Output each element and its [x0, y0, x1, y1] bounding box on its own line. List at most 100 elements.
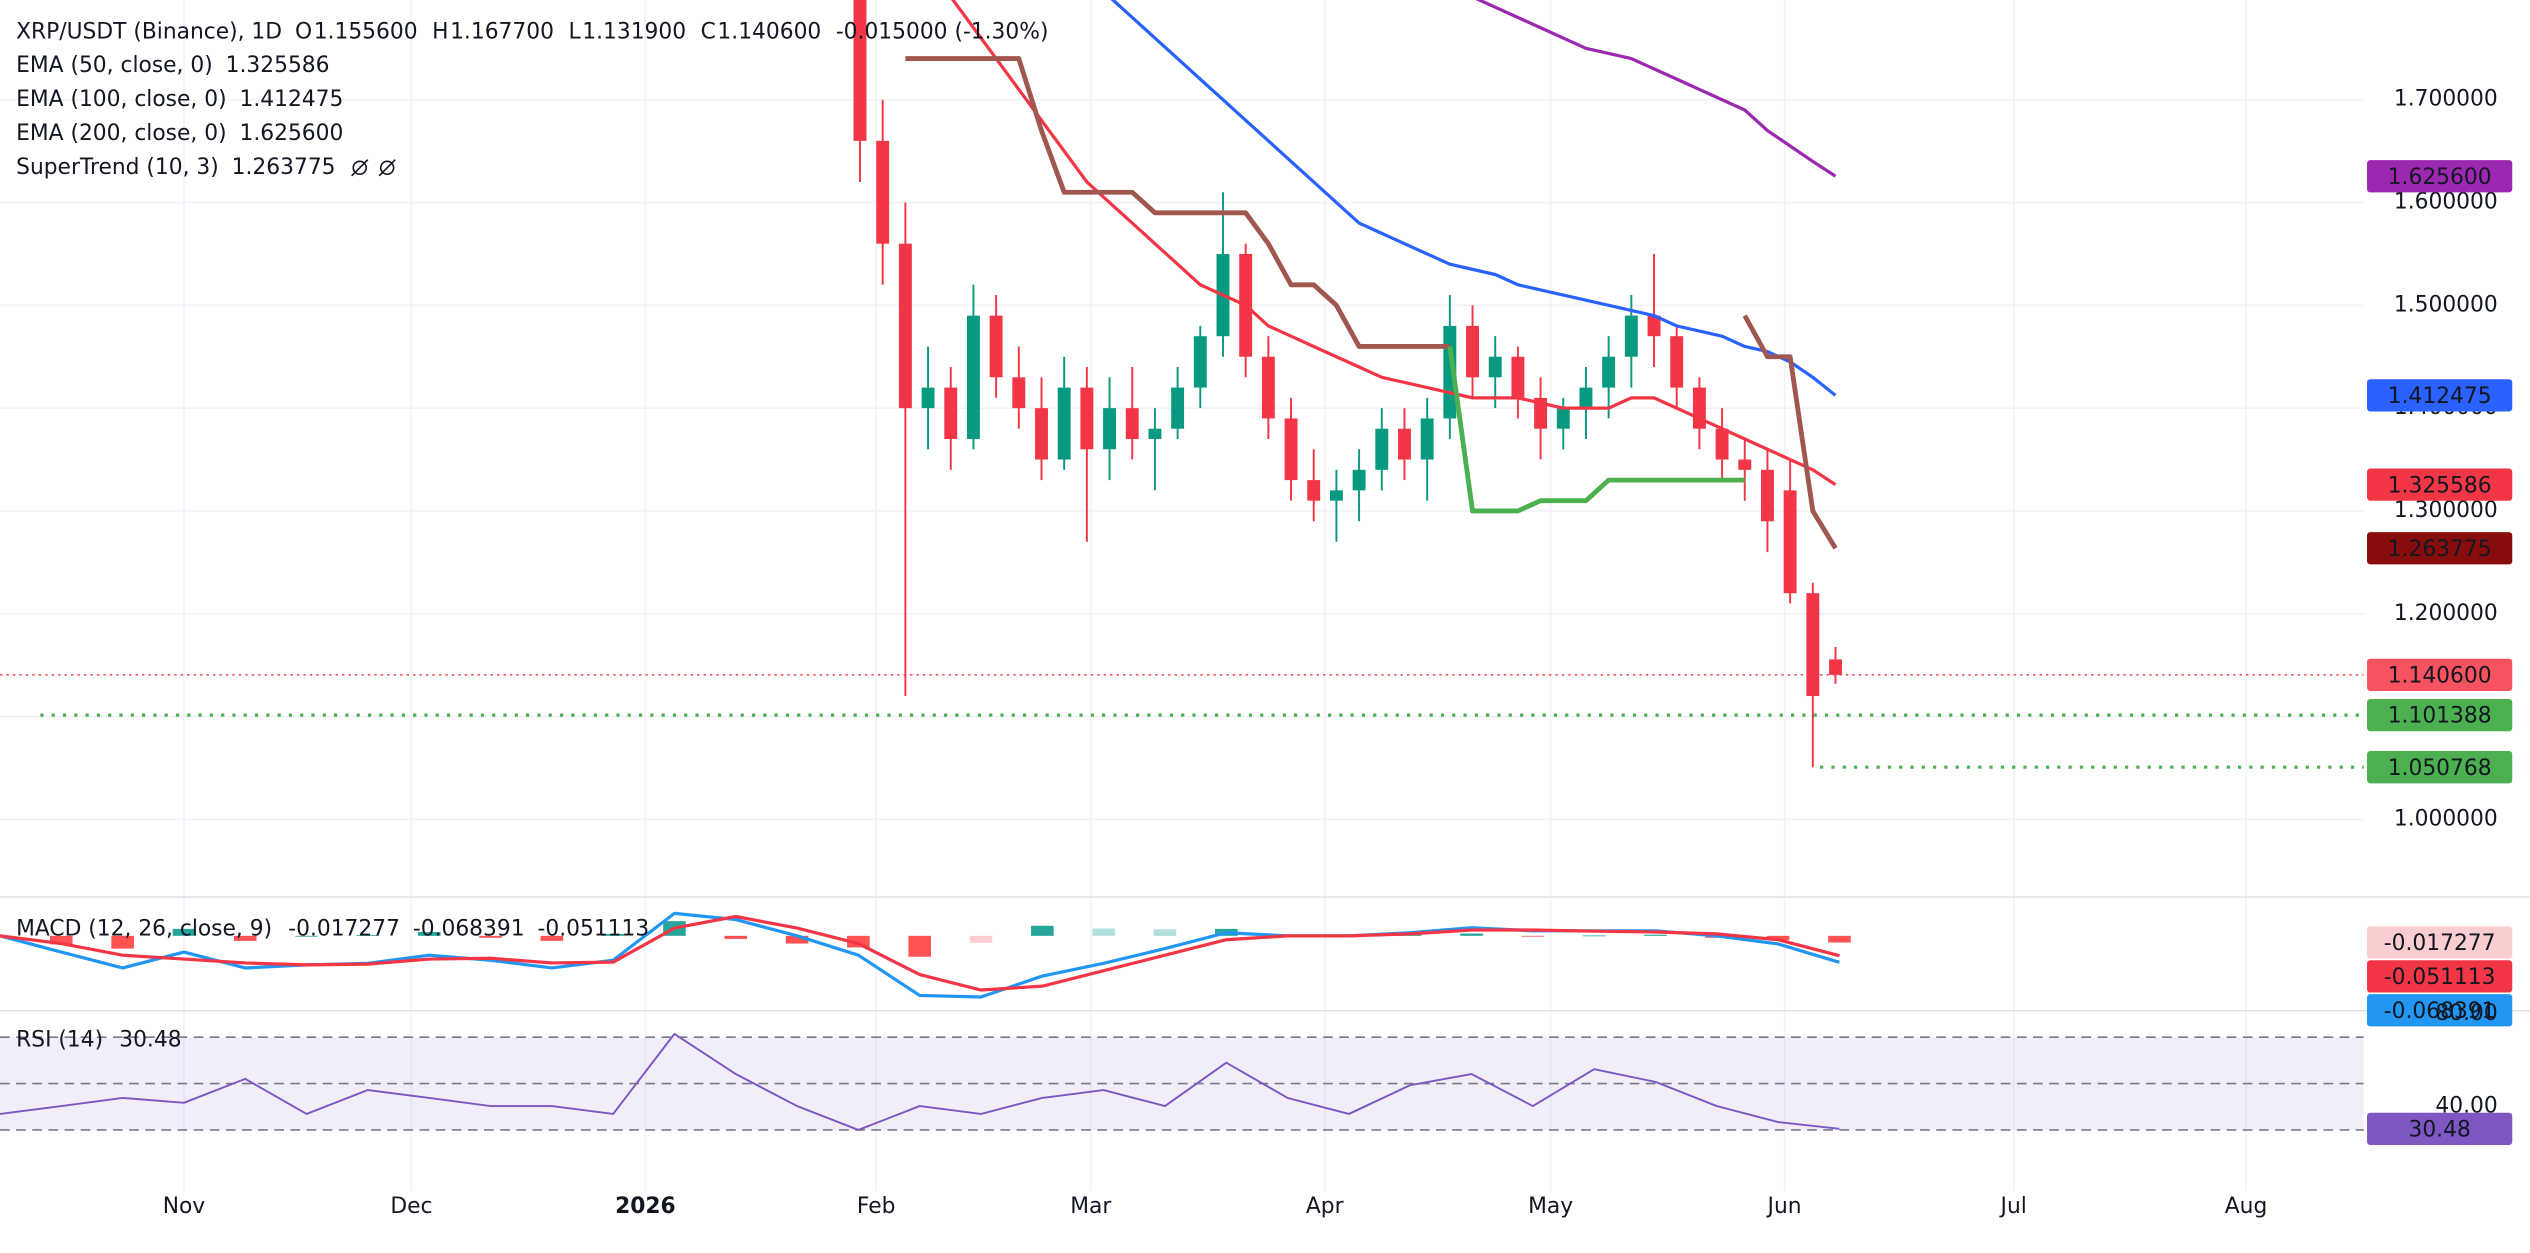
legend-text: 1.140600 — [717, 19, 821, 44]
histogram-bar — [724, 935, 748, 939]
candle-body — [1738, 459, 1752, 470]
price-label: 1.263775 — [2388, 537, 2492, 562]
candle-body — [1329, 490, 1343, 501]
legend-text: 1.131900 — [582, 19, 686, 44]
histogram-bar — [1031, 925, 1054, 936]
legend-text: EMA (100, close, 0) — [16, 87, 226, 112]
y-tick-label: 1.500000 — [2394, 292, 2498, 317]
legend-icon — [352, 160, 367, 176]
candle-body — [1534, 397, 1548, 429]
histogram-bar — [50, 935, 73, 945]
indicator-line — [0, 1032, 1840, 1131]
candle-body — [1103, 408, 1117, 450]
candle-body — [1556, 408, 1570, 429]
y-tick-label: 80.00 — [2435, 1001, 2497, 1026]
histogram-bar — [1460, 933, 1483, 936]
candle-body — [989, 315, 1003, 378]
candle-body — [1760, 469, 1774, 522]
candle-body — [1624, 315, 1638, 357]
candle-body — [1080, 387, 1094, 450]
legend-text: XRP/USDT (Binance), 1D — [16, 19, 282, 44]
price-pane — [0, 0, 2364, 769]
histogram-bar — [1153, 929, 1177, 936]
y-tick-label: 1.000000 — [2394, 806, 2498, 831]
y-tick-label: 1.300000 — [2394, 498, 2498, 523]
histogram-bar — [1521, 935, 1545, 937]
indicator-line — [905, 56, 1838, 550]
y-tick-label: 1.600000 — [2394, 190, 2498, 215]
price-label-box — [2367, 994, 2513, 1027]
x-tick-label: Jun — [1766, 1194, 1802, 1219]
x-tick-label: Aug — [2225, 1194, 2268, 1219]
candle-body — [1148, 428, 1162, 439]
histogram-bar — [417, 931, 441, 936]
macd-pane — [0, 911, 1851, 999]
indicator-line — [1447, 346, 1745, 514]
legend-icon — [351, 159, 369, 177]
legend-text: 30.48 — [119, 1028, 181, 1053]
candle-body — [1466, 325, 1479, 378]
candle-body — [1806, 593, 1820, 697]
candle-body — [966, 315, 980, 439]
price-label-box — [2367, 658, 2513, 691]
price-label: 1.325586 — [2388, 473, 2492, 498]
legend-text: -0.051113 — [538, 916, 650, 941]
price-label-box — [2367, 532, 2513, 565]
candle-body — [1783, 490, 1797, 594]
candle-body — [1398, 428, 1411, 460]
legend-text: 1.155600 — [314, 19, 418, 44]
x-tick-label: 2026 — [615, 1194, 676, 1219]
price-label-box — [2367, 1112, 2513, 1145]
candle-body — [1420, 418, 1434, 460]
price-label-box — [2367, 468, 2513, 501]
price-label: 1.140600 — [2388, 663, 2492, 688]
legend-text: RSI (14) — [16, 1028, 103, 1053]
candle-body — [876, 140, 890, 244]
price-label: 1.101388 — [2388, 704, 2492, 729]
histogram-bar — [295, 935, 318, 937]
candle-body — [1012, 377, 1026, 409]
legend-text: C — [701, 19, 716, 44]
candle-body — [1035, 408, 1048, 460]
candle-body — [1692, 387, 1706, 429]
legend-icon — [378, 159, 396, 177]
candle-body — [898, 243, 912, 409]
price-label: -0.051113 — [2384, 965, 2496, 990]
price-label-box — [2367, 960, 2513, 993]
candle-body — [1602, 356, 1616, 388]
candle-body — [1352, 469, 1366, 491]
candle-body — [944, 387, 958, 439]
x-tick-label: Mar — [1070, 1194, 1111, 1219]
legend-text: -0.015000 (-1.30%) — [836, 19, 1049, 44]
candle-body — [1647, 315, 1661, 337]
candle-body — [1829, 659, 1842, 675]
histogram-bar — [172, 928, 196, 936]
candle-body — [1579, 387, 1593, 409]
candle-body — [1715, 428, 1729, 460]
histogram-bar — [479, 935, 502, 938]
candle-body — [1670, 336, 1684, 388]
candle-body — [1488, 356, 1502, 378]
legend-text: 1.412475 — [240, 87, 344, 112]
histogram-bar — [1828, 935, 1851, 943]
histogram-bar — [601, 933, 625, 936]
legend-text: O — [295, 19, 312, 44]
candle-body — [1307, 480, 1321, 501]
legend-icon — [379, 160, 395, 176]
legend-text: -0.068391 — [413, 916, 525, 941]
histogram-bar — [1766, 935, 1790, 941]
candle-body — [1261, 356, 1275, 419]
price-label-box — [2367, 379, 2513, 412]
candle-body — [1057, 387, 1071, 460]
x-tick-label: Feb — [857, 1194, 896, 1219]
x-tick-label: Dec — [390, 1194, 432, 1219]
legend-text: H — [432, 19, 448, 44]
histogram-bar — [908, 935, 932, 957]
price-label: -0.017277 — [2384, 931, 2496, 956]
price-label-box — [2367, 699, 2513, 732]
histogram-bar — [969, 935, 993, 943]
histogram-bar — [111, 935, 134, 949]
indicator-line — [0, 914, 1840, 992]
